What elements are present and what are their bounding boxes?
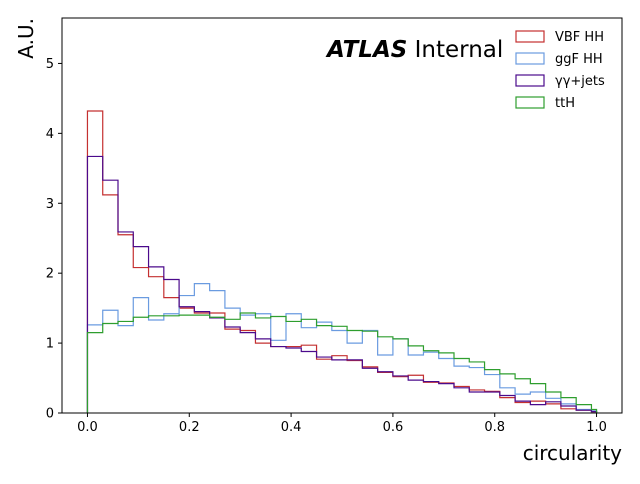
legend-swatch-2	[515, 74, 545, 87]
y-tick-label: 3	[46, 197, 54, 212]
histogram-series-0	[86, 110, 598, 413]
y-tick-label: 0	[46, 407, 54, 422]
legend: VBF HH ggF HH γγ+jets ttH	[515, 30, 605, 111]
x-tick-label: 1.0	[586, 420, 607, 435]
histogram-series-2	[86, 155, 598, 413]
y-tick-label: 1	[46, 337, 54, 352]
legend-label-0: VBF HH	[555, 30, 604, 45]
x-tick-label: 0.4	[281, 420, 302, 435]
y-tick-label: 4	[46, 127, 54, 142]
histogram-series-3	[86, 312, 598, 413]
y-axis-label: A.U.	[14, 18, 38, 59]
legend-label-3: ttH	[555, 96, 575, 111]
legend-swatch-1	[515, 52, 545, 65]
plot-frame	[61, 17, 623, 414]
legend-label-1: ggF HH	[555, 52, 603, 67]
x-axis-label: circularity	[523, 441, 622, 465]
atlas-label-bold: ATLAS	[325, 37, 407, 63]
atlas-label-internal: Internal	[407, 37, 503, 63]
legend-label-2: γγ+jets	[555, 74, 605, 89]
x-tick-label: 0.2	[179, 420, 200, 435]
y-tick-label: 5	[46, 57, 54, 72]
x-tick-label: 0.8	[484, 420, 505, 435]
histogram-series-group	[86, 110, 598, 413]
x-tick-label: 0.0	[77, 420, 98, 435]
histogram-series-1	[86, 283, 598, 413]
y-tick-label: 2	[46, 267, 54, 282]
axis-ticks-group: 0.0 0.2 0.4 0.6 0.8 1.0 0 1 2 3 4 5	[46, 57, 607, 435]
x-tick-label: 0.6	[383, 420, 404, 435]
legend-swatch-3	[515, 96, 545, 109]
atlas-label: ATLAS Internal	[325, 37, 503, 63]
legend-swatch-0	[515, 30, 545, 43]
